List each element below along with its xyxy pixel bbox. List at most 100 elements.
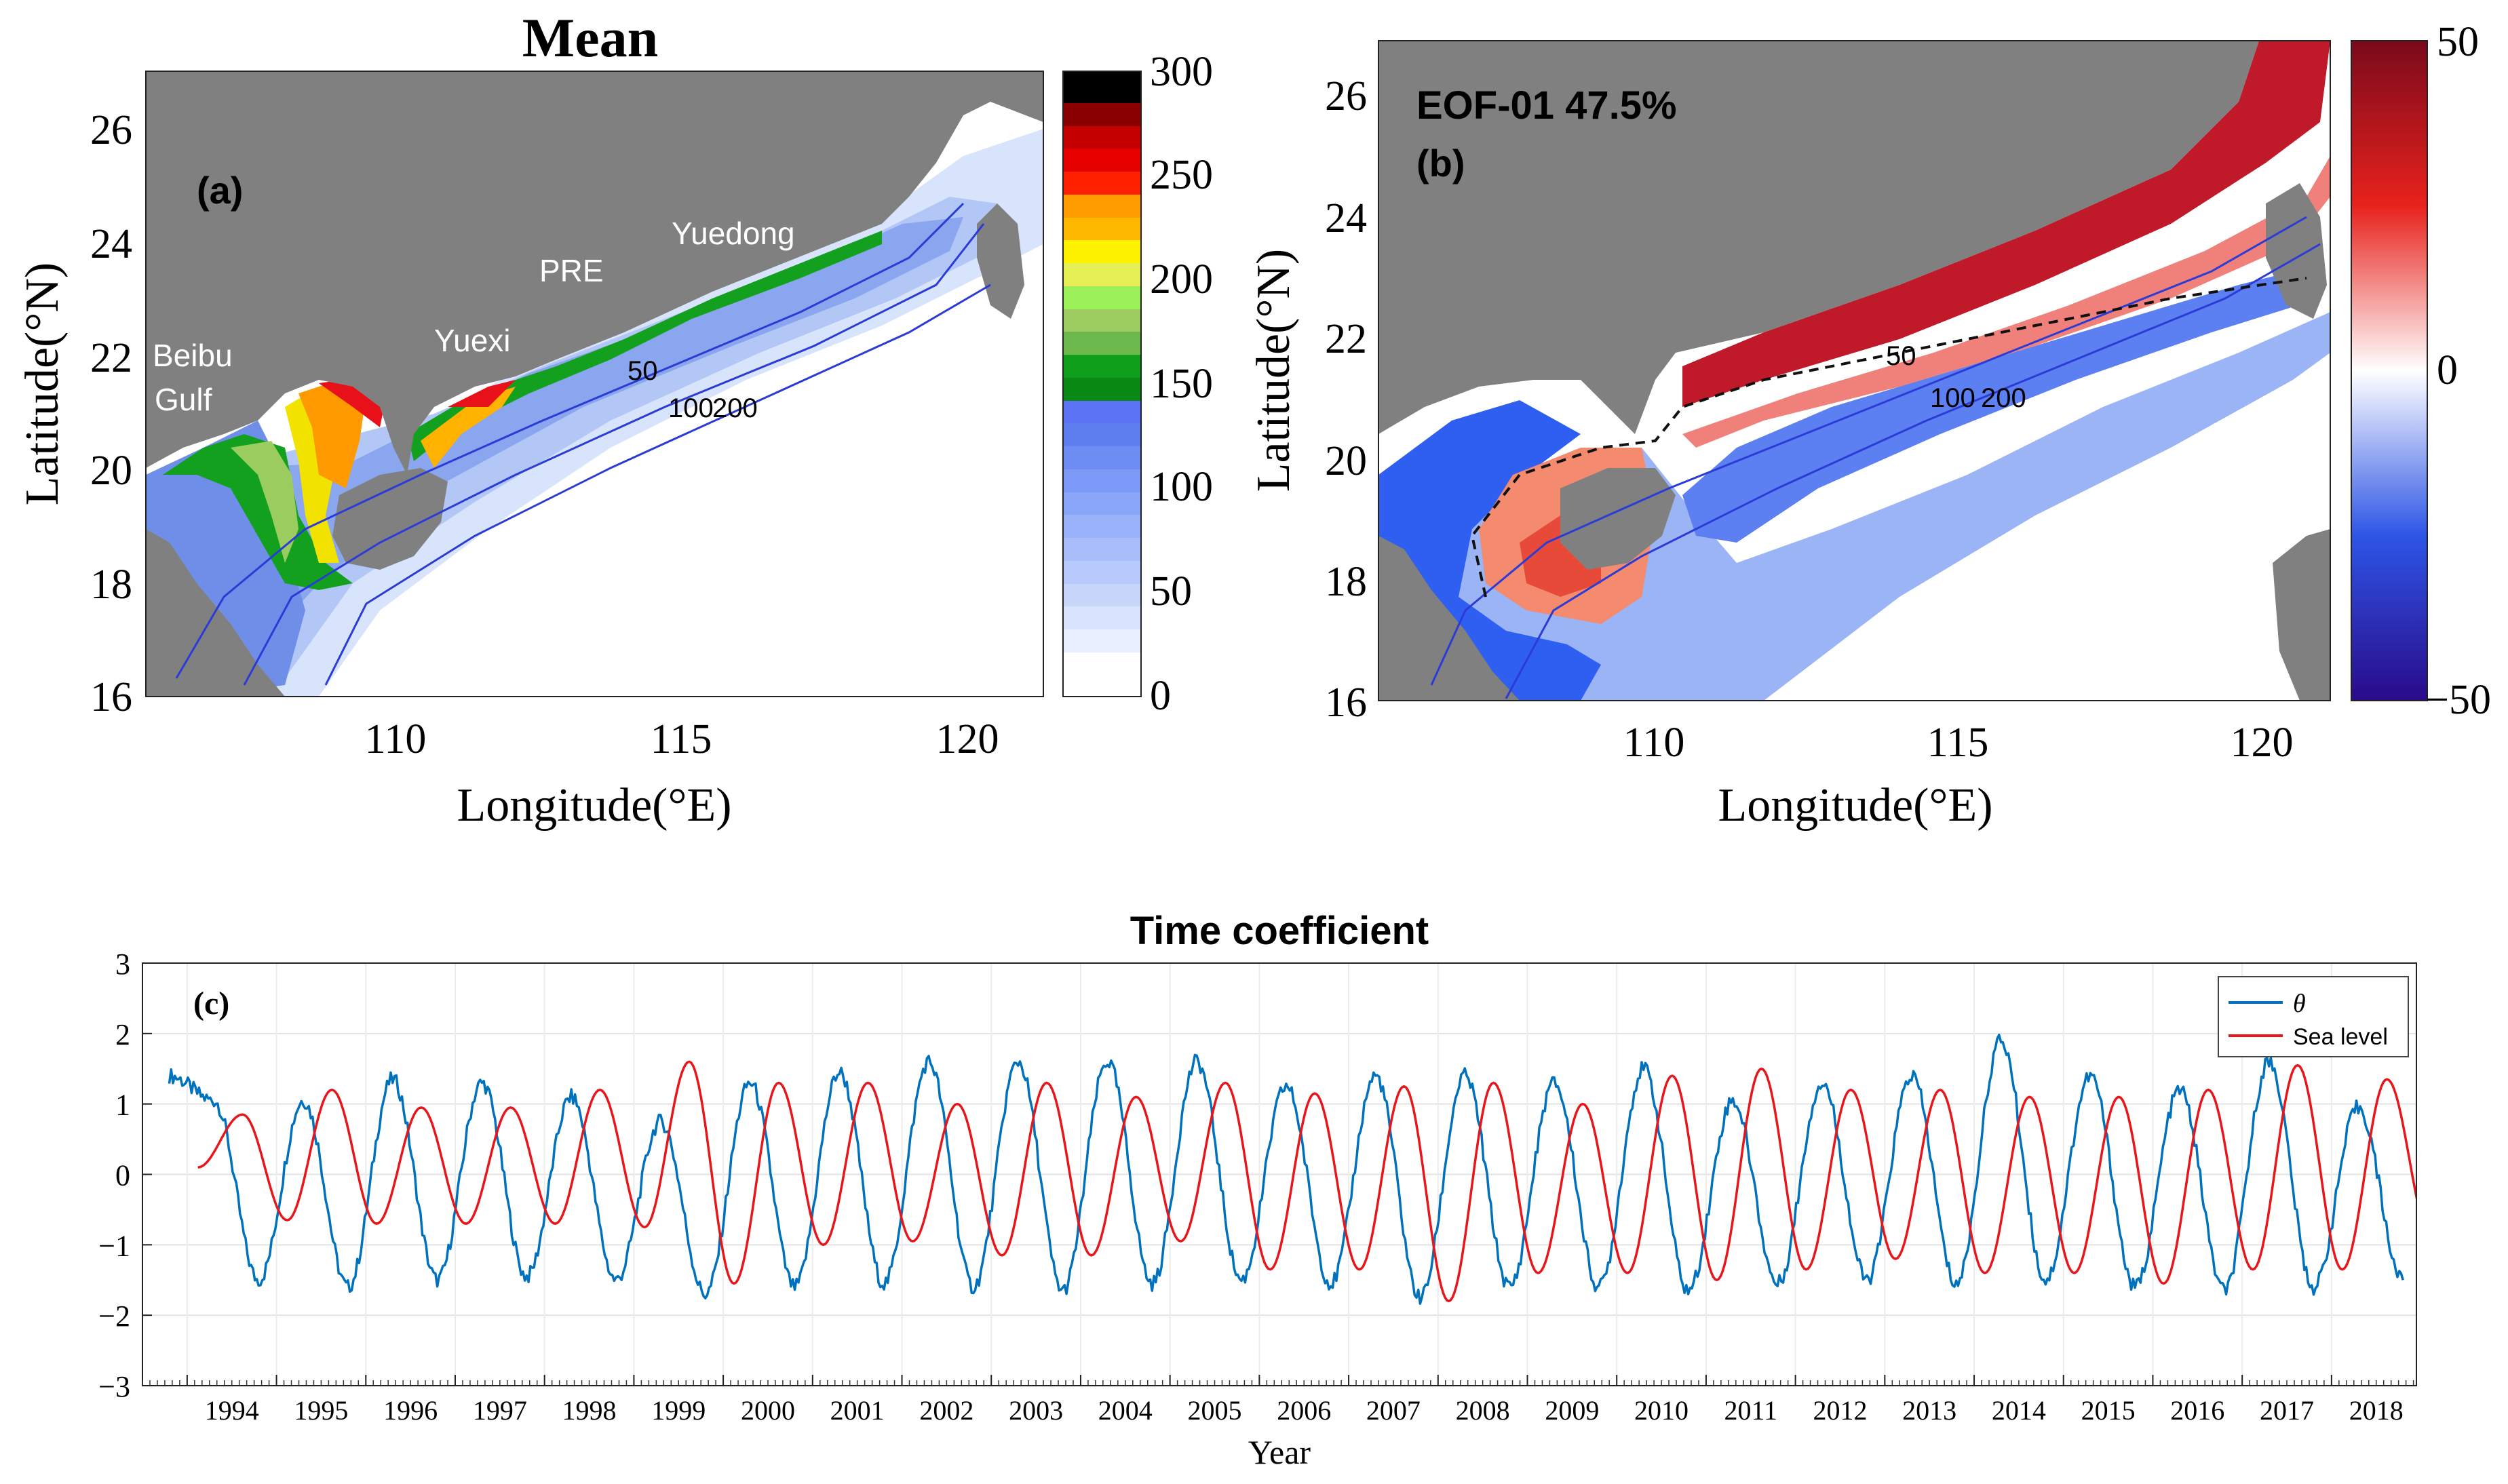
c-xtick: 1996: [383, 1395, 438, 1426]
c-ytick: −3: [98, 1370, 130, 1403]
coastal-band-east: [407, 231, 882, 461]
c-xtick: 2015: [2081, 1395, 2136, 1426]
eof-red-coast: [1682, 41, 2330, 407]
c-ytick: −2: [98, 1300, 130, 1333]
c-xtick: 2009: [1545, 1395, 1599, 1426]
contour-label-50: 50: [628, 356, 658, 386]
coastal-band-orange: [298, 380, 366, 488]
c-xtick: 2016: [2170, 1395, 2224, 1426]
panel-c-letter: (c): [193, 985, 229, 1021]
eof-land-vietnam: [1378, 536, 1520, 701]
c-xtick: 2018: [2349, 1395, 2404, 1426]
panel-c-xticks: 1994 1995 1996 1997 1998 1999 2000 2001 2002 2003…: [142, 1375, 2414, 1426]
b-xtick: 110: [1623, 720, 1685, 766]
a-xtick: 120: [936, 716, 999, 762]
a-xlabel: Longitude(°E): [457, 779, 731, 832]
c-series-sea: [197, 1060, 2416, 1303]
c-ytick: 1: [115, 1089, 130, 1122]
land-hainan: [332, 468, 448, 570]
eof-contour-label-50: 50: [1886, 341, 1916, 371]
a-cbar-tick: 150: [1150, 361, 1213, 407]
c-xtick: 2010: [1634, 1395, 1689, 1426]
panel-a: Mean: [16, 7, 1213, 832]
panel-a-title: Mean: [522, 7, 658, 69]
legend-box: [2218, 976, 2409, 1057]
c-xtick: 2003: [1009, 1395, 1063, 1426]
panel-b: EOF-01 47.5% (b) 50 100 200 26 24 22 20 …: [1248, 19, 2491, 832]
c-xtick: 2000: [741, 1395, 795, 1426]
label-yuexi: Yuexi: [434, 323, 511, 358]
coastal-band-green: [163, 434, 353, 590]
eof-contour-label-200: 200: [1981, 383, 2026, 413]
eof-blue-east: [1682, 265, 2320, 543]
c-xtick: 1995: [294, 1395, 348, 1426]
c-xtick: 2011: [1724, 1395, 1778, 1426]
eof-zero-line: [1470, 277, 2307, 598]
a-xtick: 115: [651, 716, 712, 762]
panel-c: Time coefficient 3 2 1 0 −1 −2 −3 1994 1995 1996…: [98, 909, 2417, 1471]
c-xtick: 2001: [830, 1395, 885, 1426]
c-xtick: 2007: [1366, 1395, 1421, 1426]
c-ytick: −1: [98, 1229, 130, 1262]
land-taiwan: [977, 203, 1024, 319]
coastal-band-yuexi-red: [448, 380, 516, 407]
coastal-band-yuexi: [421, 387, 516, 468]
eof-land-philippines: [2273, 529, 2330, 701]
b-cbar-tick: 50: [2437, 19, 2479, 65]
b-ylabel: Latitude(°N): [1248, 249, 1300, 492]
a-cbar-tick: 100: [1150, 464, 1213, 510]
c-xtick: 2005: [1188, 1395, 1242, 1426]
a-ytick: 18: [90, 562, 132, 608]
eof-land-hainan: [1560, 468, 1676, 570]
legend-label-sea: Sea level: [2293, 1024, 2388, 1050]
land-mainland: [146, 71, 1043, 475]
c-xtick: 1997: [473, 1395, 527, 1426]
c-xtick: 2004: [1098, 1395, 1153, 1426]
c-ytick: 2: [115, 1018, 130, 1051]
label-yuedong: Yuedong: [672, 216, 795, 251]
panel-a-letter: (a): [197, 169, 243, 212]
c-xtick: 2008: [1456, 1395, 1510, 1426]
panel-c-xlabel: Year: [1248, 1433, 1311, 1471]
panel-a-map: (a) Beibu Gulf Yuexi PRE Yuedong 50 100 …: [146, 71, 1043, 697]
eof-red-shelf: [1682, 156, 2330, 448]
panel-c-legend: θ Sea level: [2218, 976, 2409, 1057]
b-ytick: 18: [1325, 559, 1367, 605]
b-ytick: 16: [1325, 680, 1367, 726]
contour-label-100: 100: [668, 393, 714, 423]
a-ytick: 16: [90, 674, 132, 720]
a-xtick: 110: [365, 716, 427, 762]
a-cbar-tick: 200: [1150, 256, 1213, 302]
label-pre: PRE: [539, 253, 604, 288]
a-ytick: 22: [90, 335, 132, 381]
eof-contour-label-100: 100: [1930, 383, 1975, 413]
c-xtick: 2006: [1277, 1395, 1331, 1426]
c-series-theta: [168, 1034, 2404, 1305]
label-beibu: Beibu: [153, 338, 233, 373]
c-xtick: 2002: [919, 1395, 973, 1426]
panel-b-title: EOF-01 47.5%: [1416, 83, 1677, 128]
panel-b-axes: 26 24 22 20 18 16 110 115 120 Longitude(…: [1248, 73, 2294, 832]
c-xtick: 1994: [205, 1395, 259, 1426]
a-cbar-tick: 0: [1150, 673, 1171, 719]
panel-b-frame: [1378, 40, 2331, 701]
coastal-band-lightgreen: [231, 441, 298, 563]
b-cbar-tick: 0: [2437, 347, 2458, 393]
depth-contours: [175, 202, 991, 686]
a-ytick: 24: [90, 221, 132, 267]
b-ytick: 24: [1325, 195, 1367, 241]
panel-c-yticks: 3 2 1 0 −1 −2 −3: [98, 948, 152, 1403]
panel-a-frame: [145, 71, 1044, 697]
c-xtick: 2012: [1813, 1395, 1867, 1426]
a-cbar-tick: 50: [1150, 568, 1192, 614]
panel-a-axes: 26 24 22 20 18 16 110 115 120 Longitude(…: [16, 107, 999, 832]
b-xtick: 120: [2231, 720, 2294, 766]
a-cbar-tick: 300: [1150, 49, 1213, 95]
c-xtick: 2014: [1992, 1395, 2046, 1426]
panel-b-letter: (b): [1416, 142, 1465, 184]
c-xtick: 1999: [651, 1395, 706, 1426]
panel-b-colorbar: 50 0 −50: [2351, 19, 2491, 723]
c-xtick: 2017: [2260, 1395, 2314, 1426]
contour-label-200: 200: [712, 393, 758, 423]
